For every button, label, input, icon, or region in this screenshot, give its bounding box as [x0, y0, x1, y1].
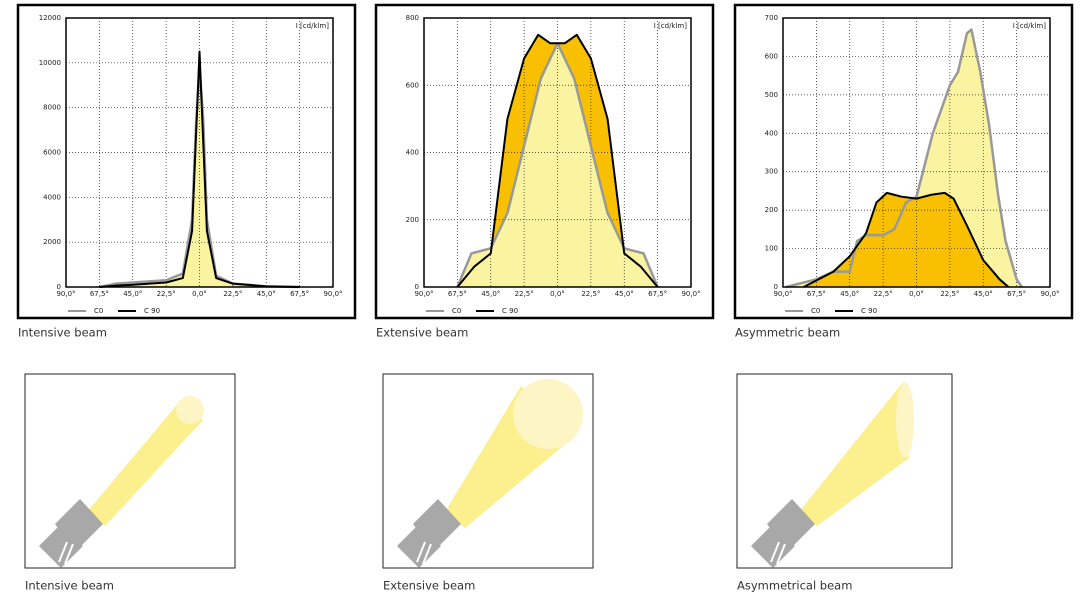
legend-label: C0: [94, 307, 103, 315]
plot-border: [423, 17, 692, 288]
line: [803, 191, 1010, 288]
x-tick-label: 67,5°: [448, 290, 467, 298]
y-tick-label: 200: [765, 206, 778, 214]
line: [785, 28, 1023, 289]
y-tick-label: 6000: [43, 149, 61, 157]
x-tick-label: 90,0°: [1040, 290, 1059, 298]
x-tick-label: 0,0°: [550, 290, 565, 298]
unit-label: I [cd/klm]: [1013, 22, 1046, 30]
legend-label: C0: [452, 307, 461, 315]
x-tick-label: 45,0°: [257, 290, 276, 298]
x-tick-label: 22,5°: [874, 290, 893, 298]
y-tick-label: 8000: [43, 104, 61, 112]
x-tick-label: 45,0°: [974, 290, 993, 298]
x-tick-label: 90,0°: [414, 290, 433, 298]
y-tick-label: 800: [406, 14, 419, 22]
area: [803, 192, 1009, 287]
chart-caption: Intensive beam: [18, 326, 107, 340]
illustration-caption: Extensive beam: [383, 579, 475, 593]
x-tick-label: 45,0°: [123, 290, 142, 298]
y-tick-label: 2000: [43, 238, 61, 246]
y-tick-label: 200: [406, 216, 419, 224]
x-tick-label: 67,5°: [90, 290, 109, 298]
y-tick-label: 400: [406, 149, 419, 157]
line: [456, 33, 659, 288]
plot-border: [65, 17, 334, 288]
illustration-caption: Intensive beam: [25, 579, 114, 593]
x-tick-label: 67,5°: [807, 290, 826, 298]
illustration-caption: Asymmetrical beam: [737, 579, 852, 593]
x-tick-label: 45,0°: [615, 290, 634, 298]
illustration-intensive: [24, 373, 236, 569]
y-tick-label: 0: [774, 283, 778, 291]
x-tick-label: 90,0°: [773, 290, 792, 298]
legend-label: C 90: [861, 307, 877, 315]
x-tick-label: 45,0°: [840, 290, 859, 298]
y-tick-label: 4000: [43, 193, 61, 201]
y-tick-label: 0: [415, 283, 419, 291]
legend-label: C0: [811, 307, 820, 315]
x-tick-label: 67,5°: [648, 290, 667, 298]
chart-caption: Extensive beam: [376, 326, 468, 340]
line: [99, 50, 300, 288]
x-tick-label: 22,5°: [515, 290, 534, 298]
x-tick-label: 90,0°: [56, 290, 75, 298]
y-tick-label: 600: [406, 81, 419, 89]
legend-label: C 90: [144, 307, 160, 315]
x-tick-label: 22,5°: [581, 290, 600, 298]
y-tick-label: 300: [765, 168, 778, 176]
x-tick-label: 22,5°: [223, 290, 242, 298]
illustration-asymmetrical: [736, 373, 953, 569]
y-tick-label: 600: [765, 52, 778, 60]
x-tick-label: 90,0°: [681, 290, 700, 298]
x-tick-label: 67,5°: [290, 290, 309, 298]
x-tick-label: 22,5°: [157, 290, 176, 298]
plot-border: [782, 17, 1051, 288]
illustration-extensive: [382, 373, 594, 569]
y-tick-label: 10000: [39, 59, 61, 67]
unit-label: I [cd/klm]: [654, 22, 687, 30]
y-tick-label: 12000: [39, 14, 61, 22]
legend-label: C 90: [502, 307, 518, 315]
y-tick-label: 400: [765, 129, 778, 137]
x-tick-label: 0,0°: [192, 290, 207, 298]
y-tick-label: 700: [765, 14, 778, 22]
x-tick-label: 22,5°: [940, 290, 959, 298]
x-tick-label: 67,5°: [1007, 290, 1026, 298]
x-tick-label: 45,0°: [481, 290, 500, 298]
chart-caption: Asymmetric beam: [735, 326, 840, 340]
y-tick-label: 500: [765, 91, 778, 99]
unit-label: I [cd/klm]: [296, 22, 329, 30]
y-tick-label: 0: [57, 283, 61, 291]
x-tick-label: 0,0°: [909, 290, 924, 298]
x-tick-label: 90,0°: [323, 290, 342, 298]
y-tick-label: 100: [765, 245, 778, 253]
